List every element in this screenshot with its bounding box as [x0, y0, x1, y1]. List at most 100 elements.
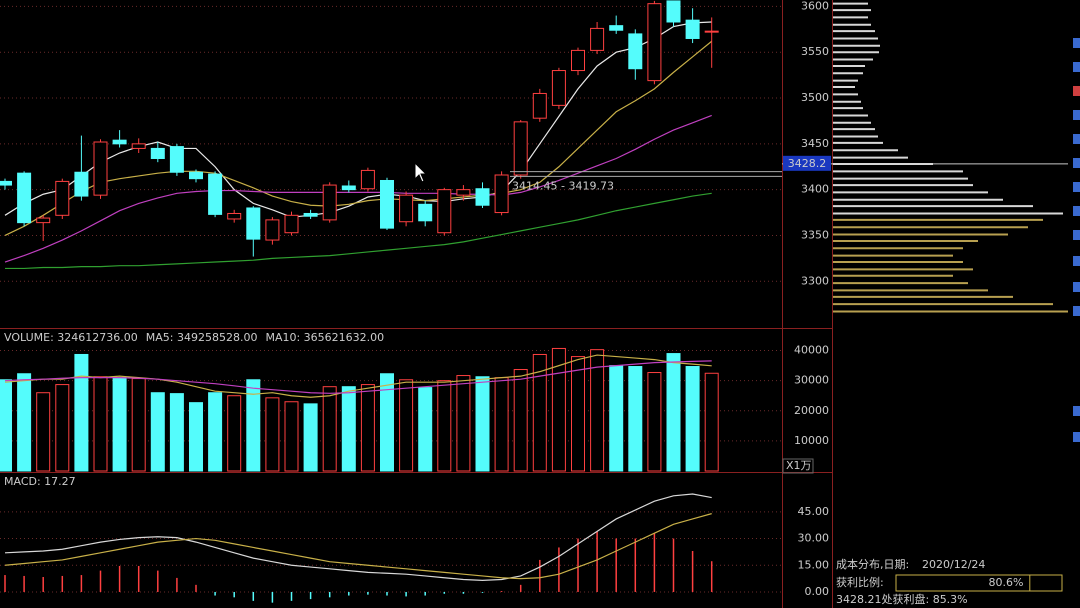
candle-body	[150, 147, 165, 160]
y-tick-label: 45.00	[798, 505, 830, 518]
candle-body	[551, 70, 566, 106]
profit-label: 获利比例:	[836, 575, 884, 589]
candle-body	[360, 169, 375, 190]
cursor-price-box	[783, 155, 831, 171]
candle-body	[0, 180, 12, 186]
candle-body	[666, 0, 681, 23]
volume-bar	[704, 372, 719, 472]
candle-body	[227, 212, 242, 220]
volume-bar	[74, 353, 89, 472]
tool-icon[interactable]	[1073, 306, 1080, 316]
volume-bar	[341, 386, 356, 472]
volume-bar	[418, 387, 433, 472]
tool-icon[interactable]	[1073, 134, 1080, 144]
volume-bar	[227, 395, 242, 472]
tool-icon[interactable]	[1073, 256, 1080, 266]
indicator-label: VOLUME: 324612736.00	[4, 331, 138, 344]
candle-body	[112, 139, 127, 145]
profit-fill	[895, 574, 1031, 592]
tool-icon[interactable]	[1073, 62, 1080, 72]
indicator-label: MA5: 349258528.00	[146, 331, 258, 344]
y-tick-label: 3450	[801, 137, 829, 150]
indicator-label: MACD: 17.27	[4, 475, 76, 488]
candle-body	[628, 33, 643, 70]
tool-icon[interactable]	[1073, 432, 1080, 442]
unit-box	[782, 458, 814, 474]
y-tick-label: 3550	[801, 45, 829, 58]
range-label: 3414.45 - 3419.73	[512, 179, 614, 192]
candle-body	[303, 212, 318, 217]
y-tick-label: 0.00	[805, 585, 830, 598]
tool-icon[interactable]	[1073, 182, 1080, 192]
candle-body	[93, 141, 108, 196]
candle-body	[704, 30, 719, 33]
volume-bar	[284, 401, 299, 472]
candle-body	[17, 172, 32, 224]
y-tick-label: 3300	[801, 274, 829, 287]
line-series	[4, 40, 713, 237]
tool-icon[interactable]	[1073, 86, 1080, 96]
candle-body	[475, 188, 490, 206]
candle-body	[208, 173, 223, 215]
tool-icon[interactable]	[1073, 230, 1080, 240]
indicator-label: MA10: 365621632.00	[265, 331, 384, 344]
y-tick-label: 30000	[794, 374, 829, 387]
tool-icon[interactable]	[1073, 158, 1080, 168]
y-tick-label: 40000	[794, 344, 829, 357]
candle-body	[265, 219, 280, 241]
line-series	[4, 493, 712, 581]
tool-icon[interactable]	[1073, 406, 1080, 416]
y-tick-label: 3600	[801, 0, 829, 12]
y-tick-label: 10000	[794, 434, 829, 447]
candle-body	[284, 214, 299, 234]
tool-icon[interactable]	[1073, 38, 1080, 48]
volume-bar	[150, 392, 165, 472]
profit-note: 3428.21处获利盘: 85.3%	[836, 592, 968, 606]
tool-icon[interactable]	[1073, 282, 1080, 292]
candle-body	[246, 207, 261, 240]
volume-bar	[322, 386, 337, 472]
candle-body	[494, 174, 509, 214]
candle-body	[380, 179, 394, 229]
volume-bar	[265, 397, 280, 472]
line-series	[4, 21, 712, 218]
candle-body	[456, 189, 471, 196]
tool-icon[interactable]	[1073, 206, 1080, 216]
candle-body	[571, 49, 585, 72]
candle-body	[418, 203, 433, 222]
candle-body	[513, 121, 528, 176]
y-tick-label: 15.00	[798, 558, 830, 571]
candle-body	[685, 19, 700, 39]
volume-bar	[609, 365, 624, 472]
candle-body	[55, 180, 70, 216]
volume-bar	[494, 377, 509, 472]
candle-body	[437, 189, 452, 234]
volume-bar	[532, 353, 547, 472]
candle-body	[609, 25, 624, 31]
line-series	[5, 192, 712, 270]
volume-bar	[571, 356, 585, 472]
candle-body	[532, 92, 547, 119]
volume-bar	[647, 372, 662, 472]
volume-bar	[189, 402, 203, 472]
chip-title: 成本分布,日期:	[836, 557, 909, 571]
tool-icon[interactable]	[1073, 110, 1080, 120]
volume-bar	[169, 393, 184, 472]
volume-bar	[456, 375, 471, 472]
volume-bar	[513, 369, 528, 472]
volume-bar	[380, 373, 394, 472]
side-toolbar	[1073, 38, 1080, 442]
volume-bar	[112, 377, 127, 472]
line-series	[4, 513, 712, 580]
volume-bar	[590, 349, 605, 472]
candle-body	[341, 185, 356, 191]
volume-bar	[437, 380, 452, 472]
candle-body	[131, 143, 146, 149]
volume-bar	[131, 378, 146, 472]
y-tick-label: 20000	[794, 404, 829, 417]
volume-bar	[303, 403, 318, 472]
candle-body	[647, 3, 662, 82]
volume-bar	[475, 376, 490, 472]
mouse-cursor	[414, 161, 428, 183]
volume-bar	[360, 384, 375, 472]
